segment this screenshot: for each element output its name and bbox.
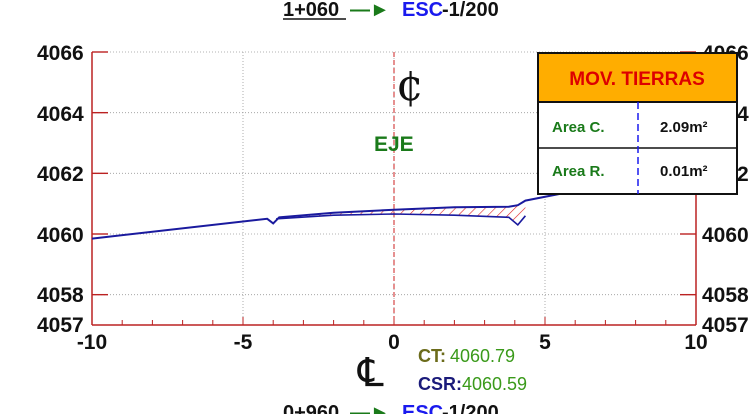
axis-ticks xyxy=(91,51,697,325)
y-tick-label: 4066 xyxy=(37,42,84,65)
arrow-icon: —► xyxy=(350,402,390,414)
y-tick-label: 4057 xyxy=(37,314,84,337)
scale-prefix: ESC xyxy=(402,0,443,21)
station-label: 1+060 xyxy=(283,0,339,21)
y-tick-label: 4064 xyxy=(37,103,84,126)
subgrade-line xyxy=(276,213,527,227)
natural-ground-line xyxy=(91,166,697,240)
ct-value: 4060.79 xyxy=(450,346,515,366)
terrain-profile xyxy=(91,166,697,240)
table-row-value: 0.01m² xyxy=(660,163,708,180)
csr-label: CSR: xyxy=(418,374,462,394)
table-title: MOV. TIERRAS xyxy=(569,69,705,90)
section-header: 1+060 —► ESC -1/200 xyxy=(283,0,499,21)
x-tick-label: -5 xyxy=(234,331,253,354)
y-tick-label: 4062 xyxy=(37,163,84,186)
table-row-value: 2.09m² xyxy=(660,119,708,136)
centerline-bottom-symbol: ℄ xyxy=(357,350,384,396)
axis-label-eje: EJE xyxy=(374,133,414,156)
section-footer: 0+960 —► ESC -1/200 xyxy=(283,402,499,414)
earthworks-table: MOV. TIERRAS Area C. 2.09m² Area R. 0.01… xyxy=(537,52,738,195)
x-tick-label: 0 xyxy=(388,331,400,354)
arrow-icon: —► xyxy=(350,0,390,21)
scale-suffix: -1/200 xyxy=(442,0,499,21)
y-tick-labels-left: 4066 4064 4062 4060 4058 4057 xyxy=(37,42,84,337)
x-tick-labels: -10 -5 0 5 10 xyxy=(77,331,708,354)
cut-area-hatch xyxy=(276,200,526,225)
y-tick-label: 4060 xyxy=(37,224,84,247)
ct-label: CT: xyxy=(418,346,446,366)
y-tick-label: 4057 xyxy=(702,314,749,337)
scale-suffix: -1/200 xyxy=(442,402,499,414)
y-tick-label: 4058 xyxy=(702,284,749,307)
table-header-cell xyxy=(537,52,738,103)
y-tick-label: 4060 xyxy=(702,224,749,247)
csr-value: 4060.59 xyxy=(462,374,527,394)
x-tick-label: 5 xyxy=(539,331,551,354)
x-tick-label: 10 xyxy=(684,331,707,354)
centerline-symbol: ¢ xyxy=(396,60,424,111)
scale-prefix: ESC xyxy=(402,402,443,414)
x-tick-label: -10 xyxy=(77,331,107,354)
y-tick-label: 4058 xyxy=(37,284,84,307)
table-row-label: Area C. xyxy=(552,119,605,136)
table-row-label: Area R. xyxy=(552,163,605,180)
station-label: 0+960 xyxy=(283,402,339,414)
